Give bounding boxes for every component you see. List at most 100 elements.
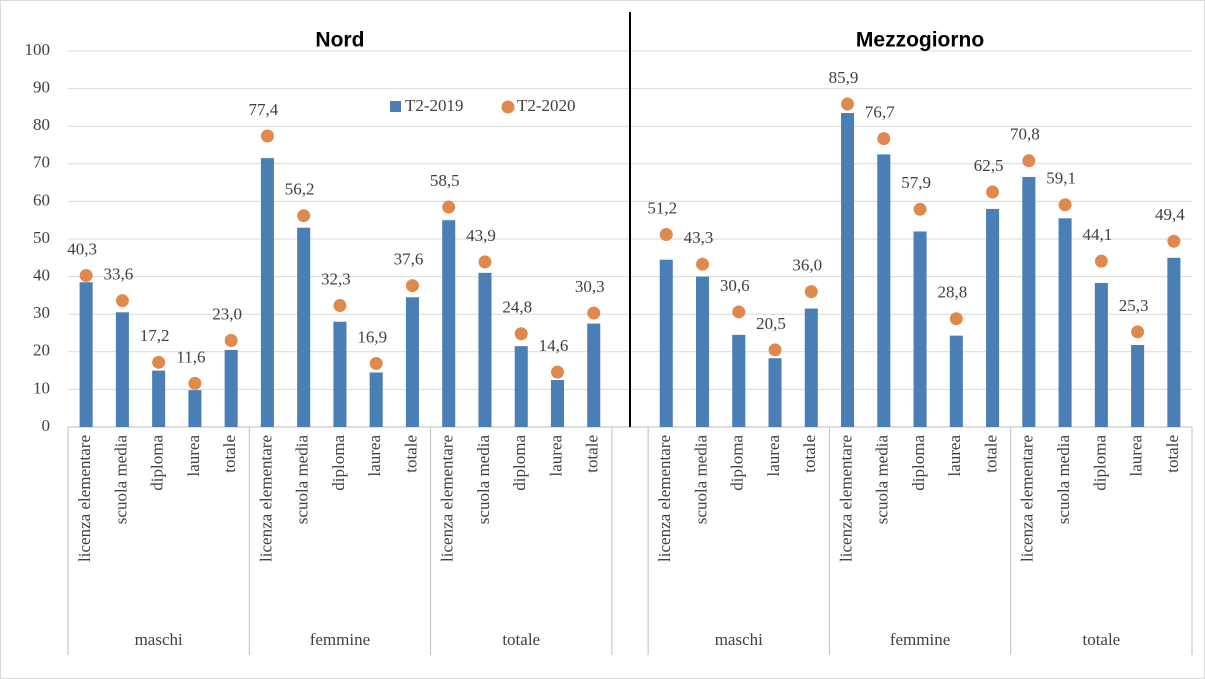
data-label: 20,5: [756, 314, 786, 333]
dot: [1022, 154, 1036, 168]
dot: [1131, 325, 1145, 339]
group-label: totale: [1082, 630, 1120, 649]
legend-swatch: [501, 100, 515, 114]
bar: [1058, 218, 1072, 427]
x-tick-label: totale: [401, 435, 420, 473]
x-tick-label: diploma: [728, 435, 747, 491]
dot: [732, 305, 746, 319]
dot: [1094, 254, 1108, 268]
x-tick-label: totale: [583, 435, 602, 473]
dot: [550, 365, 564, 379]
bar: [224, 349, 238, 427]
data-label: 58,5: [430, 171, 460, 190]
y-tick-label: 0: [42, 416, 51, 435]
panel-title: Nord: [315, 29, 364, 52]
x-tick-label: scuola media: [111, 435, 130, 525]
dot: [659, 227, 673, 241]
y-tick-label: 60: [33, 190, 50, 209]
data-label: 30,6: [720, 276, 750, 295]
data-label: 11,6: [176, 347, 205, 366]
bar: [115, 312, 129, 427]
data-label: 43,3: [684, 228, 714, 247]
dot: [333, 299, 347, 313]
x-tick-label: scuola media: [293, 435, 312, 525]
x-tick-label: scuola media: [873, 435, 892, 525]
bar: [369, 372, 383, 427]
bar: [768, 358, 782, 427]
bar: [79, 282, 93, 427]
dot: [405, 279, 419, 293]
x-tick-label: scuola media: [691, 435, 710, 525]
group-label: maschi: [135, 630, 183, 649]
dot: [913, 202, 927, 216]
bar: [297, 227, 311, 427]
data-label: 23,0: [212, 304, 242, 323]
bar: [913, 231, 927, 427]
bar: [152, 370, 166, 427]
y-tick-label: 30: [33, 303, 50, 322]
data-label: 70,8: [1010, 125, 1040, 144]
y-tick-label: 80: [33, 115, 50, 134]
dot: [369, 356, 383, 370]
x-tick-label: totale: [981, 435, 1000, 473]
dot: [115, 294, 129, 308]
dot: [696, 257, 710, 271]
data-label: 37,6: [394, 250, 424, 269]
x-tick-label: diploma: [510, 435, 529, 491]
dot: [260, 129, 274, 143]
legend-label: T2-2020: [517, 96, 576, 115]
dot: [442, 200, 456, 214]
x-tick-label: licenza elementare: [1018, 435, 1037, 562]
x-tick-label: licenza elementare: [655, 435, 674, 562]
data-label: 33,6: [104, 265, 134, 284]
legend-label: T2-2019: [405, 96, 464, 115]
data-label: 51,2: [647, 198, 677, 217]
bar: [333, 321, 347, 427]
x-tick-label: diploma: [329, 435, 348, 491]
bar: [514, 346, 528, 427]
data-label: 30,3: [575, 277, 605, 296]
bar: [732, 334, 746, 427]
bar: [804, 308, 818, 427]
x-tick-label: totale: [800, 435, 819, 473]
x-tick-label: diploma: [909, 435, 928, 491]
panel-title: Mezzogiorno: [856, 29, 984, 52]
bar: [1022, 176, 1036, 427]
x-tick-label: totale: [220, 435, 239, 473]
x-tick-label: scuola media: [1054, 435, 1073, 525]
bar: [1167, 257, 1181, 427]
bar: [478, 272, 492, 427]
bar: [841, 113, 855, 427]
y-tick-label: 20: [33, 341, 50, 360]
bar: [1131, 345, 1145, 427]
bar: [949, 335, 963, 427]
x-tick-label: laurea: [365, 435, 384, 477]
group-label: femmine: [310, 630, 370, 649]
dot: [841, 97, 855, 111]
data-label: 28,8: [937, 283, 967, 302]
dot: [224, 334, 238, 348]
x-tick-label: diploma: [148, 435, 167, 491]
data-label: 44,1: [1082, 225, 1112, 244]
data-label: 40,3: [67, 239, 97, 258]
bar: [442, 220, 456, 427]
y-tick-label: 50: [33, 228, 50, 247]
dot: [297, 209, 311, 223]
y-tick-label: 10: [33, 378, 50, 397]
x-tick-label: laurea: [546, 435, 565, 477]
dot: [1058, 198, 1072, 212]
y-tick-label: 100: [25, 40, 51, 59]
y-tick-label: 70: [33, 153, 50, 172]
x-tick-label: totale: [1163, 435, 1182, 473]
bar: [587, 323, 601, 427]
x-tick-label: licenza elementare: [75, 435, 94, 562]
dot: [1167, 234, 1181, 248]
dot: [514, 327, 528, 341]
x-tick-label: scuola media: [474, 435, 493, 525]
data-label: 62,5: [974, 156, 1004, 175]
dot: [188, 376, 202, 390]
data-label: 16,9: [357, 327, 387, 346]
dot: [768, 343, 782, 357]
